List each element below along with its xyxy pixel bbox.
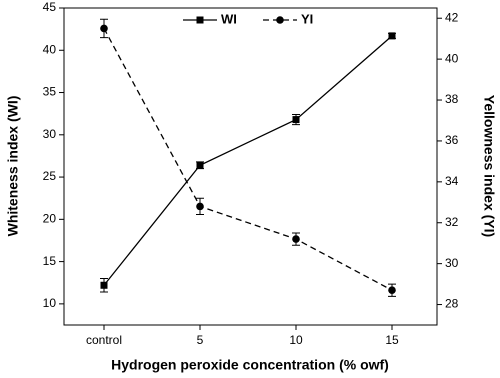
y2-tick-label: 40	[445, 51, 459, 65]
y-tick-label: 35	[43, 85, 57, 99]
x-tick-label: control	[86, 333, 122, 347]
data-point	[292, 116, 300, 124]
y2-tick-label: 30	[445, 256, 459, 270]
data-point	[100, 24, 108, 33]
legend-marker	[276, 16, 284, 24]
x-tick-label: 10	[289, 333, 303, 347]
data-point	[196, 202, 204, 211]
y2-tick-label: 42	[445, 10, 459, 24]
data-point	[196, 161, 204, 169]
y-tick-label: 25	[43, 169, 57, 183]
y-axis-title: Whiteness index (WI)	[5, 96, 21, 237]
y-tick-label: 10	[43, 296, 57, 310]
data-point	[100, 281, 108, 289]
y-tick-label: 45	[43, 0, 57, 14]
data-point	[388, 32, 396, 40]
y2-tick-label: 36	[445, 133, 459, 147]
x-tick-label: 15	[385, 333, 399, 347]
x-axis-title: Hydrogen peroxide concentration (% owf)	[111, 357, 389, 373]
series-line	[103, 35, 393, 286]
legend-label: YI	[301, 11, 313, 26]
legend-marker	[196, 16, 204, 24]
y-tick-label: 30	[43, 127, 57, 141]
y-tick-label: 15	[43, 254, 57, 268]
data-point	[292, 235, 300, 243]
y2-tick-label: 28	[445, 297, 459, 311]
series-line	[103, 28, 393, 291]
legend-label: WI	[221, 11, 237, 26]
plot-frame	[63, 7, 438, 326]
y-tick-label: 40	[43, 42, 57, 56]
y2-axis-title: Yellowness index (YI)	[481, 95, 497, 237]
y2-tick-label: 38	[445, 92, 459, 106]
y2-tick-label: 32	[445, 215, 459, 229]
y2-tick-label: 34	[445, 174, 459, 188]
y-tick-label: 20	[43, 212, 57, 226]
x-tick-label: 5	[197, 333, 204, 347]
data-point	[388, 286, 396, 295]
